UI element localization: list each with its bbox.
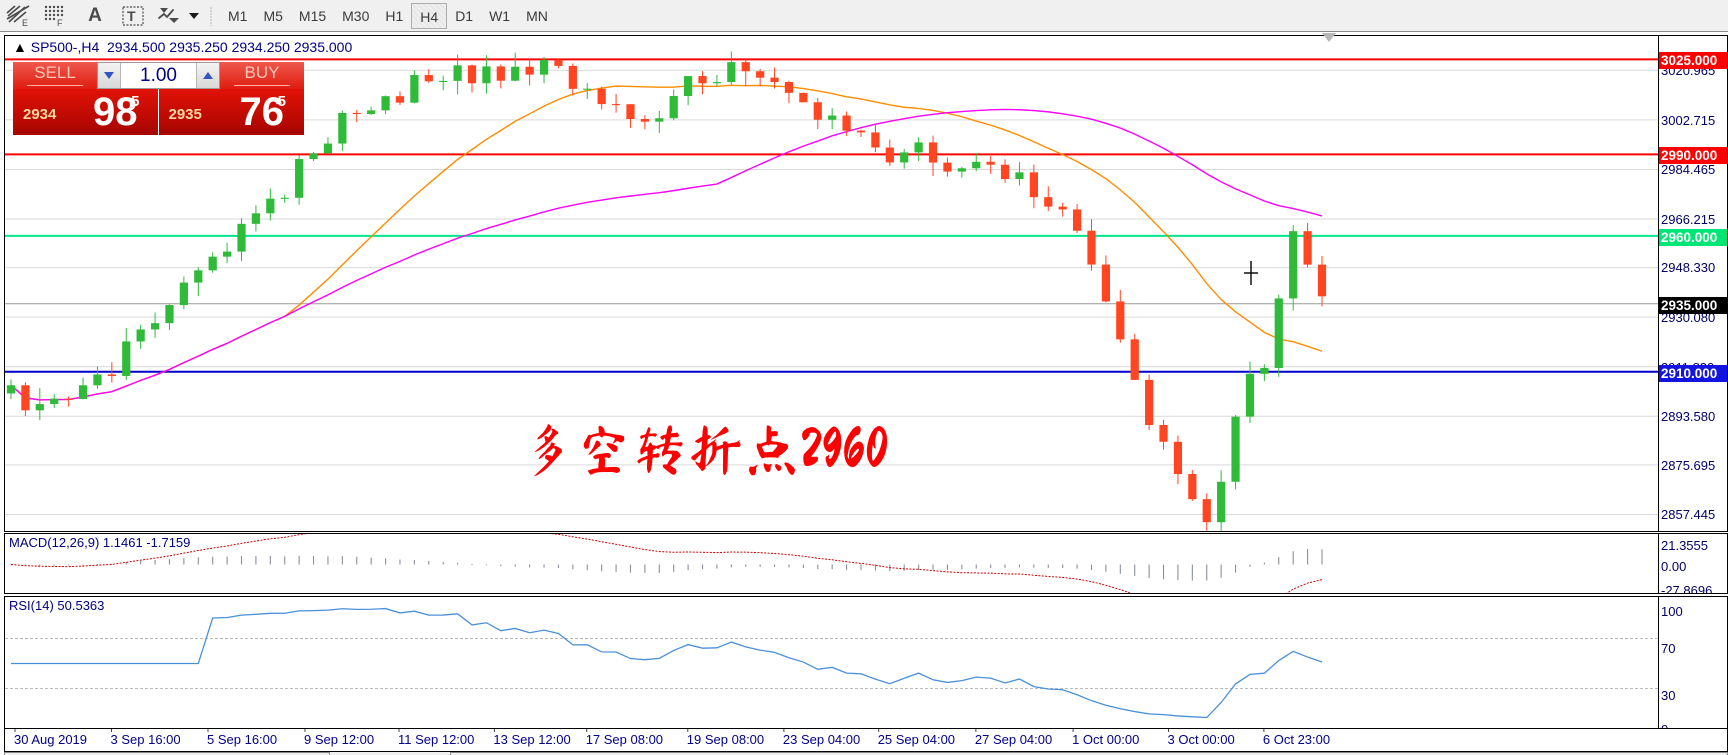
svg-text:T: T	[127, 8, 136, 24]
svg-text:F: F	[57, 18, 63, 27]
svg-text:E: E	[22, 18, 28, 27]
